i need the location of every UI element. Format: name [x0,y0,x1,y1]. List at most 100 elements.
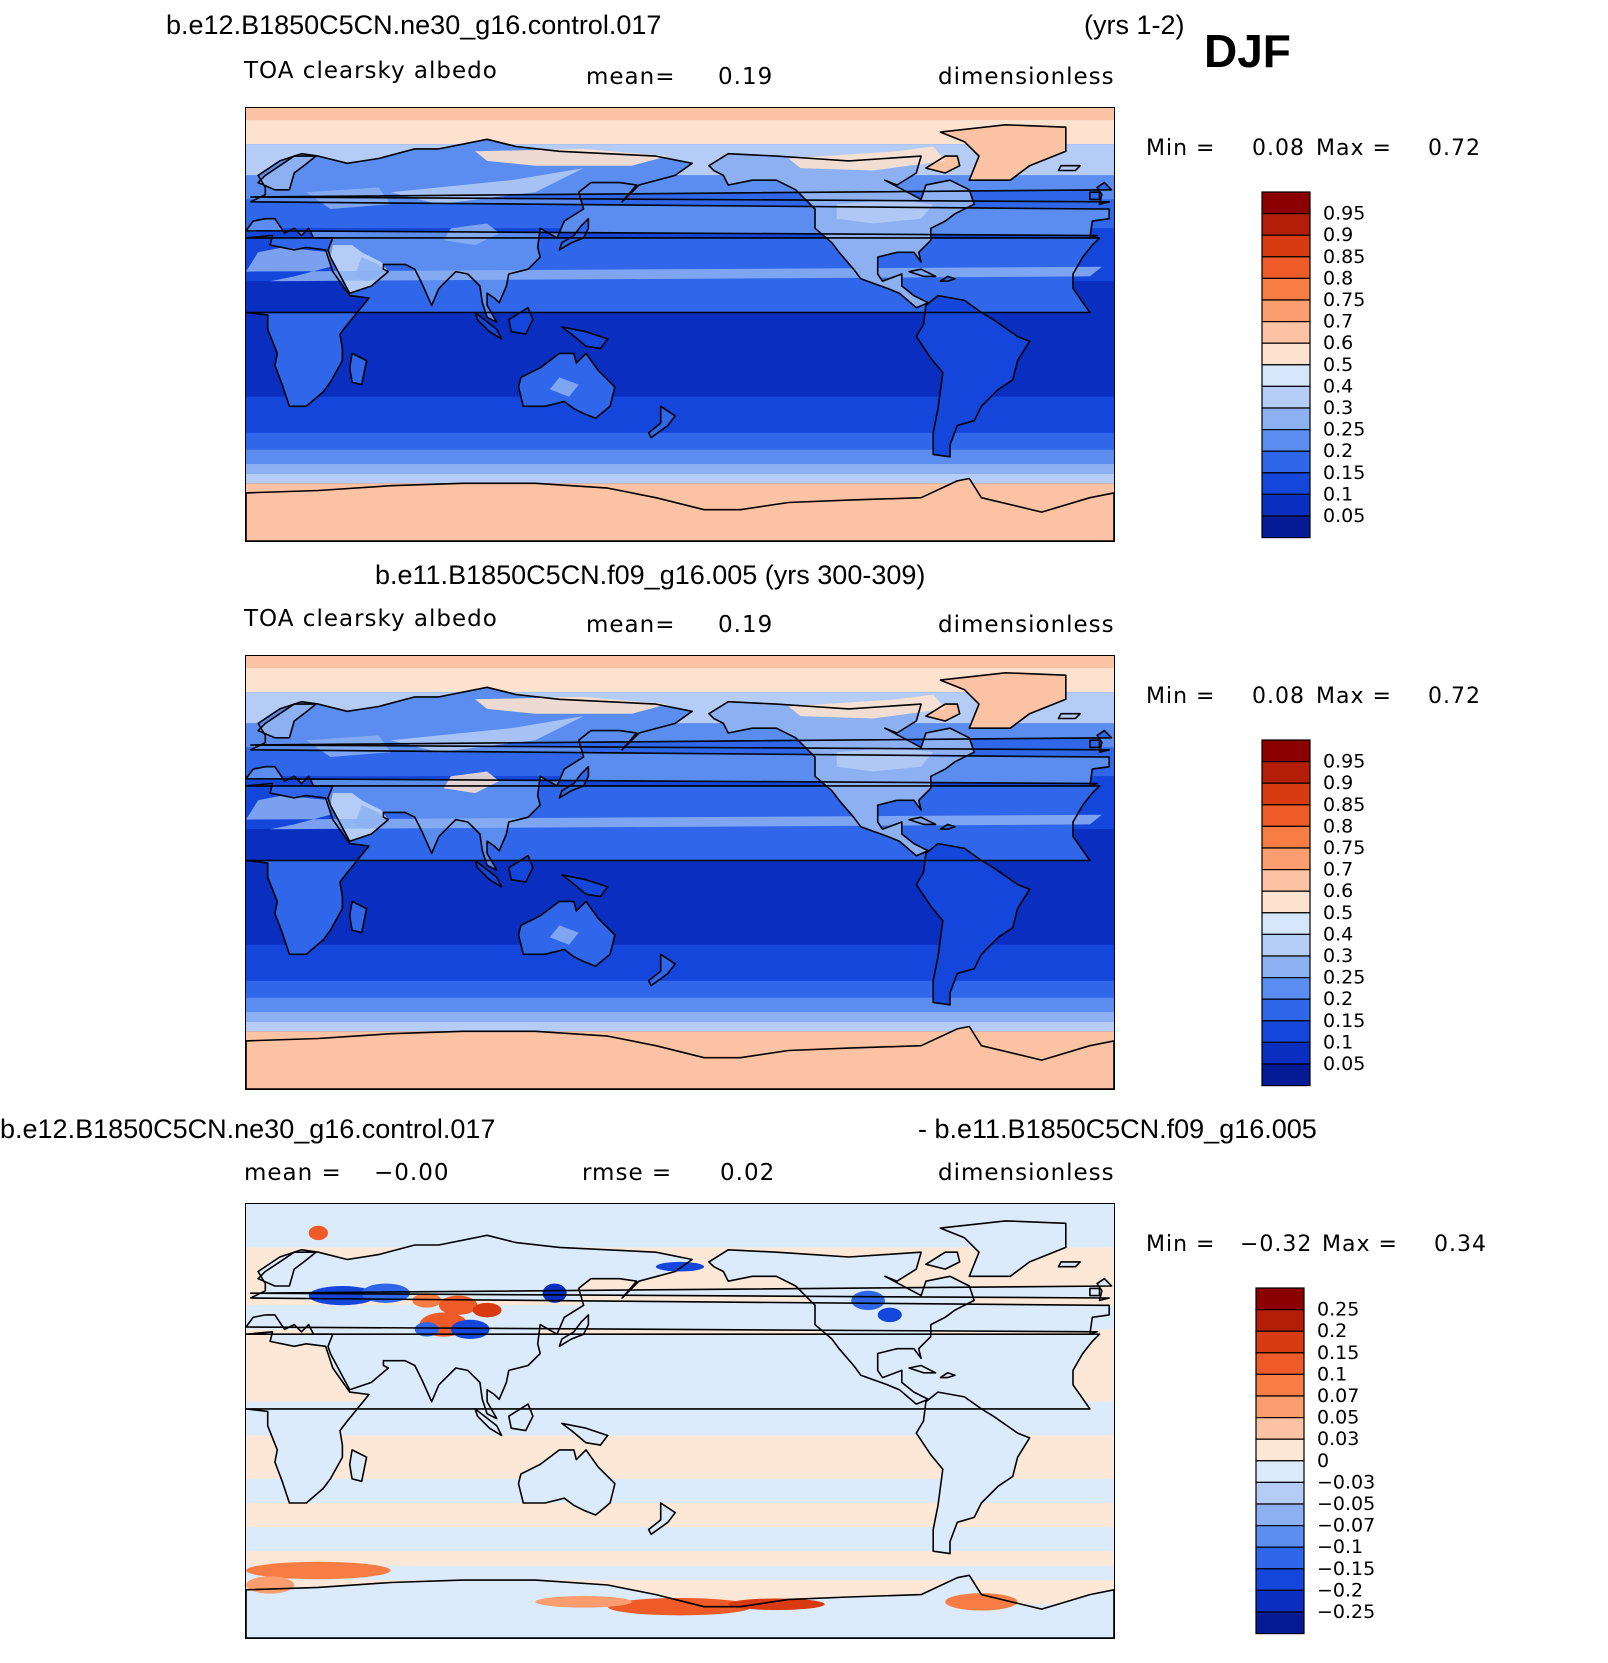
albedo-band [246,997,1114,1013]
colorbar-tick-label: −0.05 [1317,1493,1375,1515]
colorbar-swatch [1261,472,1311,495]
colorbar-tick-label: 0.2 [1323,988,1353,1010]
season-label: DJF [1204,25,1291,77]
case1-years: (yrs 1-2) [1084,10,1185,40]
diff-anomaly [877,1307,902,1323]
coastline [647,953,676,987]
land-iceland [1058,165,1081,171]
arctic-snow [475,148,668,166]
albedo-patch [443,771,500,794]
albedo-patch [549,377,579,397]
coastline [250,1277,1113,1302]
colorbar-tick-label: 0.85 [1323,246,1365,268]
coastline [1057,712,1081,720]
land-newguinea [561,874,608,897]
colorbar-tick-label: 0.1 [1317,1363,1347,1385]
albedo-patch [716,713,777,729]
coastline [517,352,616,420]
colorbar-swatch [1261,407,1311,431]
panel1-mean-value: 0.19 [718,64,774,90]
colorbar-tick-label: 0.4 [1323,923,1353,945]
land-hispaniola [940,824,955,830]
arctic-snow [788,694,946,719]
colorbar-tick-label: 0.05 [1317,1407,1359,1429]
albedo-patch [354,257,386,282]
panel2-max-label: Max = [1316,684,1392,709]
panel2-title: b.e11.B1850C5CN.f09_g16.005 (yrs 300-309… [375,560,926,590]
coastline [1057,1261,1081,1268]
land-newguinea [561,1423,608,1446]
panel3-min-label: Min = [1146,1232,1216,1257]
coastline [517,1449,616,1516]
colorbar-swatch [1261,213,1311,236]
albedo-patch [716,165,777,181]
land-newguinea [561,326,608,349]
colorbar-swatch [1261,739,1311,763]
panel1-max-value: 0.72 [1428,136,1481,161]
albedo-patch [354,805,386,830]
coastline [939,823,956,830]
colorbar-tick-label: 0.2 [1323,440,1353,462]
coastline [474,311,503,340]
land-southamerica [916,295,1030,457]
colorbar-swatch [1255,1481,1305,1505]
land-hispaniola [940,276,955,282]
colorbar-tick-label: −0.2 [1317,1579,1363,1601]
panel3-min-value: −0.32 [1240,1232,1313,1257]
panel2-variable: TOA clearsky albedo [244,606,498,632]
colorbar-tick-label: 0.9 [1323,224,1353,246]
diff-anomaly [414,1322,439,1337]
panel3-max-label: Max = [1322,1232,1398,1257]
land-nz [648,1503,676,1535]
diff-streak [945,1593,1018,1611]
panel1-map [245,107,1115,542]
coastline [246,1025,1114,1089]
coastline [708,1249,975,1405]
diff-anomaly [450,1319,490,1340]
coastline [939,1220,1067,1278]
albedo-band [246,980,1114,998]
land-scandinavia [258,156,316,190]
land-hispaniola [940,1372,955,1378]
coastline [257,155,317,191]
colorbar-swatch [1255,1352,1305,1376]
coastline [925,1251,961,1270]
colorbar-swatch [1261,277,1311,301]
colorbar-tick-label: 0.3 [1323,397,1353,419]
coastline [257,703,317,739]
coastline [517,900,616,968]
land-antarctica [246,478,1114,541]
coastline [246,138,1110,323]
panel1-min-label: Min = [1146,136,1216,161]
diff-streak [535,1596,632,1608]
land-baffin [925,1252,960,1270]
land-baffin [925,704,960,721]
albedo-band [246,1012,1114,1022]
colorbar-swatch [1255,1568,1305,1591]
land-madagascar [349,1449,367,1482]
panel2-mean-value: 0.19 [718,612,774,638]
diff-anomaly [851,1290,885,1311]
colorbar-tick-label: 0.25 [1323,419,1365,441]
colorbar-swatch [1261,299,1311,323]
coastline [508,306,534,335]
colorbar-swatch [1255,1525,1305,1548]
albedo-patch [836,747,934,772]
panel3-max-value: 0.34 [1434,1232,1487,1257]
coastline [508,854,534,883]
colorbar-tick-label: 0.05 [1323,1053,1365,1075]
colorbar-swatch [1255,1611,1305,1635]
colorbar-tick-label: 0.15 [1317,1342,1359,1364]
panel3-mean-value: −0.00 [374,1160,450,1186]
panel3-rmse-label: rmse = [582,1160,673,1186]
panel1-colorbar: 0.95 0.9 0.85 0.8 0.75 0.7 0.6 0.5 0.4 0.3 0.25 0.2… [1261,191,1422,540]
panel2-min-value: 0.08 [1252,684,1305,709]
colorbar-tick-label: 0.75 [1323,837,1365,859]
coastline [908,268,937,278]
colorbar-tick-label: 0.1 [1323,483,1353,505]
colorbar-tick-label: 0.7 [1323,859,1353,881]
panel1-units: dimensionless [938,64,1115,90]
panel2-max-value: 0.72 [1428,684,1481,709]
land-ireland [1089,1288,1100,1296]
colorbar-swatch [1261,912,1311,936]
